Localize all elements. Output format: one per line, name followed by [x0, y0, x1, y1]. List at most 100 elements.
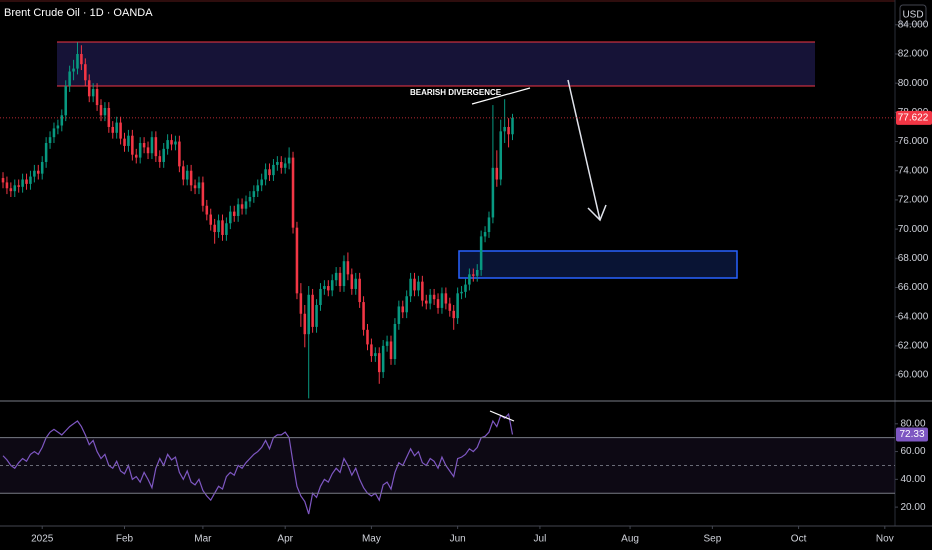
candle-body — [252, 191, 256, 198]
candle-body — [25, 179, 28, 184]
x-tick-label: Mar — [194, 534, 212, 545]
y-tick-label: 60.00 — [900, 446, 925, 457]
rsi-value-label: 72.33 — [899, 429, 924, 440]
candle-body — [499, 131, 503, 180]
arrow-head — [587, 204, 607, 222]
candle-body — [311, 294, 314, 327]
candle-body — [381, 345, 385, 373]
candle-body — [138, 143, 142, 158]
candle-body — [87, 80, 91, 97]
candle-body — [68, 71, 71, 87]
last-price-label: 77.622 — [898, 113, 929, 124]
candle-body — [385, 341, 389, 346]
candle-body — [323, 286, 326, 289]
candle-body — [91, 89, 95, 97]
candle-body — [287, 157, 291, 164]
candle-body — [197, 182, 201, 189]
candle-body — [303, 313, 307, 335]
divergence-label: BEARISH DIVERGENCE — [410, 88, 502, 97]
candle-body — [232, 211, 236, 216]
supply-zone — [57, 42, 815, 86]
chart-title: Brent Crude Oil · 1D · OANDA — [4, 7, 153, 19]
candle-body — [291, 157, 295, 228]
candle-body — [374, 353, 377, 357]
candle-body — [37, 170, 40, 174]
candle-body — [240, 204, 244, 209]
candle-body — [80, 53, 83, 65]
candle-body — [162, 148, 165, 162]
candle-body — [401, 306, 405, 313]
y-tick-label: 84.000 — [898, 19, 929, 30]
candle-body — [413, 278, 416, 291]
x-tick-label: May — [362, 534, 381, 545]
candle-body — [479, 236, 483, 270]
y-tick-label: 74.000 — [898, 165, 929, 176]
candle-body — [33, 170, 36, 177]
candle-body — [127, 135, 130, 146]
candle-body — [346, 261, 350, 275]
candle-body — [64, 86, 67, 116]
candle-body — [213, 224, 216, 233]
candle-body — [432, 294, 436, 300]
candle-body — [279, 161, 283, 168]
candle-body — [421, 281, 424, 301]
candle-body — [201, 182, 205, 206]
x-tick-label: Jul — [534, 534, 547, 545]
candle-body — [350, 274, 354, 289]
candle-body — [370, 344, 373, 357]
candle-body — [264, 169, 267, 180]
candle-body — [9, 188, 13, 192]
candle-body — [119, 122, 122, 139]
x-tick-label: Sep — [703, 534, 721, 545]
x-tick-label: Oct — [791, 534, 807, 545]
candle-body — [342, 261, 346, 287]
candle-body — [146, 147, 150, 154]
candle-body — [507, 126, 510, 135]
candle-body — [468, 274, 471, 285]
candle-body — [440, 293, 444, 308]
candle-body — [511, 117, 514, 135]
candle-body — [236, 204, 240, 216]
x-tick-label: 2025 — [31, 534, 54, 545]
y-tick-label: 72.000 — [898, 195, 929, 206]
candle-body — [150, 137, 154, 154]
rsi-value-box — [896, 427, 928, 442]
candle-body — [189, 170, 193, 186]
y-tick-label: 76.000 — [898, 136, 929, 147]
candle-body — [334, 272, 338, 281]
candle-body — [460, 291, 463, 294]
candle-body — [256, 185, 260, 192]
candle-body — [405, 296, 408, 313]
candle-body — [40, 161, 44, 174]
candle-body — [52, 128, 56, 138]
candle-body — [134, 154, 138, 158]
candle-body — [76, 53, 79, 69]
candle-body — [142, 143, 146, 148]
candle-body — [409, 278, 412, 297]
candle-body — [182, 166, 185, 180]
candle-body — [299, 293, 303, 314]
x-tick-label: Apr — [277, 534, 293, 545]
x-tick-label: Aug — [621, 534, 639, 545]
candle-body — [268, 169, 271, 176]
currency-button[interactable] — [899, 4, 927, 25]
candle-body — [436, 299, 440, 308]
candle-body — [272, 164, 275, 176]
candle-body — [48, 137, 52, 144]
candle-body — [448, 303, 452, 311]
candle-body — [389, 341, 393, 359]
x-tick-label: Jun — [450, 534, 466, 545]
candle-body — [464, 284, 467, 292]
y-tick-label: 20.00 — [900, 502, 925, 513]
currency-label[interactable]: USD — [902, 10, 923, 21]
rsi-divergence-line — [489, 410, 515, 422]
candle-body — [417, 281, 420, 291]
candle-body — [17, 185, 20, 187]
candle-body — [95, 89, 99, 106]
candle-body — [1, 178, 5, 183]
y-tick-label: 68.000 — [898, 253, 929, 264]
arrow-shaft — [567, 79, 601, 221]
x-tick-label: Nov — [876, 534, 894, 545]
y-tick-label: 70.000 — [898, 224, 929, 235]
candle-body — [21, 179, 24, 187]
